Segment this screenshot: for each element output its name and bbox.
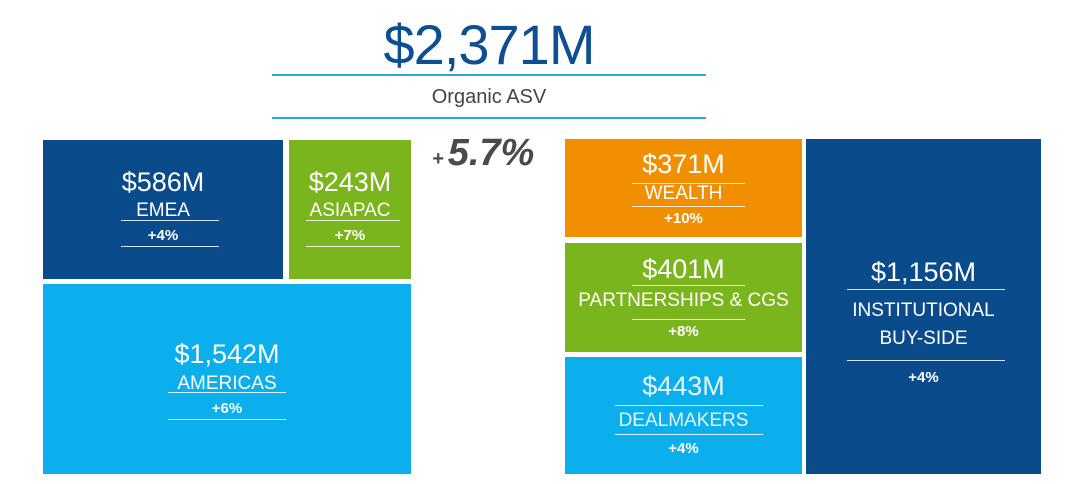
dealmakers-amount: $443M [642, 371, 725, 401]
tile-asiapac: $243M ASIAPAC +7% [289, 140, 411, 279]
partnerships-name: PARTNERSHIPS & CGS [578, 290, 789, 311]
tile-emea: $586M EMEA +4% [43, 140, 283, 279]
asiapac-divider [306, 220, 400, 221]
institutional-name-line2: BUY-SIDE [879, 328, 968, 349]
institutional-divider [847, 289, 1005, 290]
total-growth-sign: + [432, 148, 444, 170]
total-asv-label: Organic ASV [431, 86, 547, 108]
tile-dealmakers: $443M DEALMAKERS +4% [565, 357, 802, 474]
header-top-rule [272, 74, 706, 76]
tile-americas: $1,542M AMERICAS +6% [43, 284, 411, 474]
total-asv-value: $2,371M [383, 13, 596, 76]
institutional-name-line1: INSTITUTIONAL [852, 300, 995, 321]
wealth-amount: $371M [642, 149, 725, 179]
wealth-name: WEALTH [644, 183, 723, 204]
partnerships-amount: $401M [642, 254, 725, 284]
americas-amount: $1,542M [174, 339, 280, 369]
dealmakers-divider [615, 405, 763, 406]
americas-divider-bottom [168, 419, 286, 420]
dealmakers-divider-bottom [615, 434, 763, 435]
emea-amount: $586M [121, 167, 205, 197]
total-growth-value: 5.7% [447, 132, 535, 174]
americas-name: AMERICAS [177, 373, 277, 394]
dealmakers-name: DEALMAKERS [618, 410, 749, 431]
asiapac-name: ASIAPAC [309, 200, 391, 221]
institutional-change: +4% [908, 369, 939, 386]
emea-divider [121, 220, 219, 221]
tile-partnerships: $401M PARTNERSHIPS & CGS +8% [565, 243, 802, 352]
asiapac-amount: $243M [308, 167, 392, 197]
tile-wealth: $371M WEALTH +10% [565, 139, 802, 237]
emea-name: EMEA [136, 200, 190, 221]
emea-divider-bottom [121, 246, 219, 247]
asiapac-divider-bottom [306, 246, 400, 247]
asiapac-change: +7% [334, 227, 366, 244]
americas-change: +6% [211, 400, 243, 417]
emea-change: +4% [147, 227, 179, 244]
total-growth: +5.7% [432, 132, 552, 175]
institutional-amount: $1,156M [870, 257, 977, 287]
header-bottom-rule [272, 117, 706, 119]
partnerships-divider-bottom [632, 319, 745, 320]
dealmakers-change: +4% [668, 440, 699, 457]
institutional-divider-bottom [847, 360, 1005, 361]
partnerships-change: +8% [668, 323, 699, 340]
wealth-divider-bottom [632, 206, 745, 207]
wealth-divider [632, 183, 745, 184]
americas-divider [168, 392, 286, 393]
partnerships-divider [632, 285, 745, 286]
tile-institutional-buy-side: $1,156M INSTITUTIONAL BUY-SIDE +4% [806, 139, 1041, 474]
wealth-change: +10% [664, 210, 703, 227]
